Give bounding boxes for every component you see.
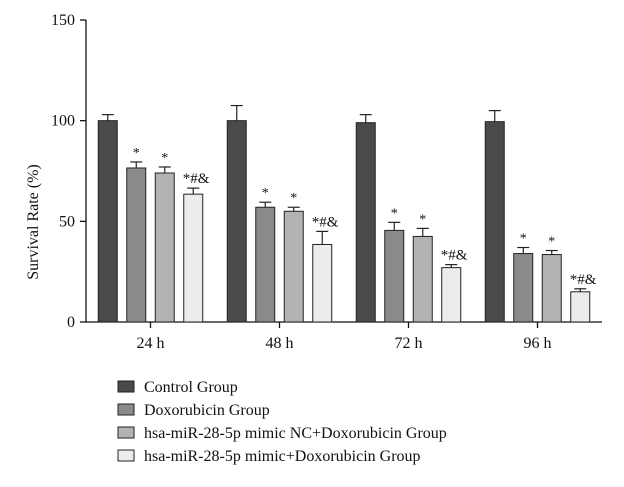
y-tick-label: 50 xyxy=(59,213,75,230)
legend-label: hsa-miR-28-5p mimic NC+Doxorubicin Group xyxy=(144,425,447,442)
significance-label: *#& xyxy=(570,272,597,288)
bars: * * *#& * * *#& * * *#& * * *#& xyxy=(97,104,597,323)
bar xyxy=(126,167,147,323)
x-tick-label: 96 h xyxy=(524,335,552,352)
bar xyxy=(441,267,462,323)
legend-label: Control Group xyxy=(144,379,238,396)
legend-swatch xyxy=(117,449,135,462)
bar xyxy=(355,122,376,323)
legend-swatch xyxy=(117,380,135,393)
bar xyxy=(484,121,505,323)
y-tick-label: 0 xyxy=(67,314,75,331)
significance-label: * xyxy=(133,146,140,161)
significance-label: * xyxy=(419,212,426,227)
significance-label: *#& xyxy=(183,171,210,187)
x-tick-label: 48 h xyxy=(266,335,294,352)
bar xyxy=(255,206,276,323)
significance-label: * xyxy=(520,232,527,247)
x-tick-label: 72 h xyxy=(395,335,423,352)
y-tick-label: 150 xyxy=(51,12,75,29)
legend-swatch xyxy=(117,426,135,439)
bar xyxy=(283,210,304,323)
bar xyxy=(541,254,562,323)
bar xyxy=(312,243,333,323)
bar xyxy=(97,120,118,323)
bar xyxy=(570,291,591,323)
x-tick-label: 24 h xyxy=(137,335,165,352)
bar xyxy=(384,229,405,323)
legend: Control Group Doxorubicin Group hsa-miR-28… xyxy=(117,379,447,465)
significance-label: * xyxy=(290,191,297,206)
legend-label: hsa-miR-28-5p mimic+Doxorubicin Group xyxy=(144,448,421,465)
significance-label: * xyxy=(548,235,555,250)
significance-label: * xyxy=(391,206,398,221)
legend-label: Doxorubicin Group xyxy=(144,402,270,419)
bar xyxy=(154,172,175,323)
bar xyxy=(183,193,204,323)
axes: 0 50 100 150 24 h 48 h 72 h 96 h xyxy=(51,12,602,352)
y-axis-label: Survival Rate (%) xyxy=(25,164,42,280)
y-tick-label: 100 xyxy=(51,113,75,130)
significance-label: * xyxy=(161,151,168,166)
significance-label: *#& xyxy=(312,214,339,230)
bar xyxy=(513,253,534,323)
significance-label: * xyxy=(262,186,269,201)
bar xyxy=(412,235,433,323)
bar xyxy=(226,120,247,323)
significance-label: *#& xyxy=(441,248,468,264)
legend-swatch xyxy=(117,403,135,416)
